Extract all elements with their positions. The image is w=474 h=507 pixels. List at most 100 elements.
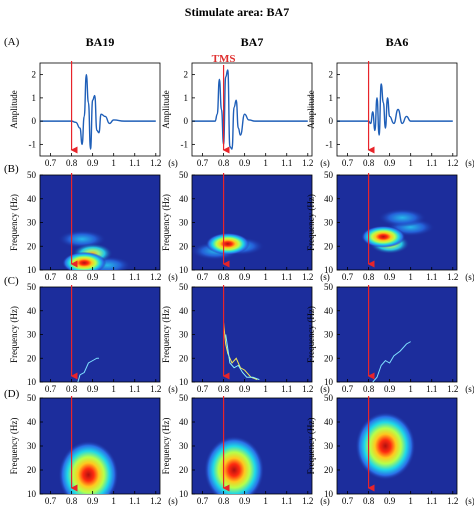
y-tick-label: 0 [329, 116, 334, 126]
y-tick-label: 30 [324, 218, 334, 228]
x-unit-label: (s) [168, 384, 178, 394]
plot-frame [39, 286, 161, 383]
x-tick-label: 1 [111, 272, 116, 282]
y-axis-label: Frequency (Hz) [161, 418, 171, 475]
y-tick-label: 2 [329, 70, 334, 80]
y-tick-label: 50 [27, 282, 37, 292]
x-tick-label: 0.7 [197, 158, 209, 168]
y-tick-label: 30 [324, 441, 334, 451]
x-unit-label: (s) [168, 496, 178, 506]
y-tick-label: 30 [324, 330, 334, 340]
x-tick-label: 1 [408, 496, 413, 506]
x-tick-label: 1.2 [150, 496, 161, 506]
x-tick-label: 1.2 [447, 384, 458, 394]
x-tick-label: 1.1 [129, 158, 140, 168]
y-axis-label: Amplitude [306, 90, 316, 129]
y-tick-label: 20 [27, 241, 37, 251]
x-unit-label: (s) [320, 384, 330, 394]
frequency-trajectory [225, 334, 260, 381]
y-axis-label: Frequency (Hz) [306, 306, 316, 363]
y-tick-label: 30 [27, 441, 37, 451]
x-tick-label: 0.8 [218, 158, 230, 168]
y-tick-label: 10 [324, 489, 334, 499]
trajectory-panel: 50 40 30 20 10 Frequency (Hz) 0.7 0.8 0.9 1 1.1 1.2… [306, 282, 474, 394]
frequency-trajectory [223, 322, 258, 381]
y-axis-label: Frequency (Hz) [306, 194, 316, 251]
x-tick-label: 1 [263, 272, 268, 282]
x-tick-label: 1 [111, 496, 116, 506]
x-unit-label: (s) [465, 384, 474, 394]
panel-label: (A) [4, 36, 20, 48]
x-tick-label: 0.7 [342, 384, 354, 394]
x-tick-label: 0.7 [342, 496, 354, 506]
amplitude-panel: 2 1 0 -1 Amplitude 0.7 0.8 0.9 1 1.1 1.2 (s) [161, 62, 330, 168]
x-tick-label: 0.8 [363, 496, 375, 506]
y-tick-label: 50 [324, 393, 334, 403]
plot-frame [39, 62, 161, 157]
x-tick-label: 1 [111, 384, 116, 394]
power-blob [58, 440, 119, 494]
amplitude-panel: 2 1 0 -1 Amplitude 0.7 0.8 0.9 1 1.1 1.2 (s) [9, 61, 178, 168]
x-tick-label: 0.9 [239, 384, 251, 394]
x-tick-label: 0.8 [218, 496, 230, 506]
y-tick-label: 20 [324, 241, 334, 251]
power-blob [378, 208, 427, 227]
y-tick-label: 10 [324, 377, 334, 387]
column-header: BA6 [386, 35, 409, 49]
y-axis-label: Frequency (Hz) [306, 418, 316, 475]
y-tick-label: 30 [179, 330, 189, 340]
x-tick-label: 1.2 [150, 384, 161, 394]
panel-label: (C) [4, 275, 19, 287]
column-headers: BA19 BA7 BA6 TMS [86, 35, 409, 65]
trajectory-panel: 50 40 30 20 10 Frequency (Hz) 0.7 0.8 0.9 1 1.1 1.2… [9, 282, 178, 394]
plot-frame [336, 286, 458, 383]
x-tick-label: 1.2 [302, 272, 313, 282]
x-tick-label: 0.9 [87, 496, 99, 506]
x-tick-label: 0.9 [384, 272, 396, 282]
x-tick-label: 1.1 [426, 496, 437, 506]
spectrogram-panel: 50 40 30 20 10 Frequency (Hz) 0.7 0.8 0.9 1 1.1 1.2… [9, 393, 178, 506]
x-tick-label: 0.8 [66, 272, 78, 282]
frequency-trajectory [372, 341, 411, 383]
y-tick-label: 40 [324, 417, 334, 427]
amplitude-trace [192, 69, 308, 150]
y-axis-label: Frequency (Hz) [9, 306, 19, 363]
y-tick-label: 30 [179, 218, 189, 228]
x-tick-label: 1.1 [426, 272, 437, 282]
x-tick-label: 0.9 [87, 272, 99, 282]
x-tick-label: 0.9 [239, 496, 251, 506]
x-tick-label: 0.7 [45, 158, 57, 168]
x-tick-label: 0.8 [66, 158, 78, 168]
x-tick-label: 1.1 [129, 384, 140, 394]
x-tick-label: 0.9 [384, 384, 396, 394]
y-tick-label: 2 [32, 70, 37, 80]
spectrogram-panel: 50 40 30 20 10 Frequency (Hz) 0.7 0.8 0.9 1 1.1 1.2… [9, 170, 178, 282]
x-tick-label: 0.7 [197, 384, 209, 394]
x-tick-label: 0.9 [384, 158, 396, 168]
spectrogram-panel: 50 40 30 20 10 Frequency (Hz) 0.7 0.8 0.9 1 1.1 1.2… [306, 393, 474, 506]
y-tick-label: 30 [27, 330, 37, 340]
x-tick-label: 0.9 [87, 158, 99, 168]
y-tick-label: 20 [27, 353, 37, 363]
x-tick-label: 1 [408, 384, 413, 394]
y-tick-label: 10 [324, 265, 334, 275]
y-axis-label: Frequency (Hz) [161, 194, 171, 251]
x-tick-label: 0.7 [45, 384, 57, 394]
x-unit-label: (s) [465, 496, 474, 506]
y-tick-label: 1 [329, 93, 334, 103]
x-tick-label: 1.2 [302, 496, 313, 506]
x-tick-label: 0.8 [363, 272, 375, 282]
y-tick-label: 20 [179, 241, 189, 251]
spectrogram-content [204, 436, 265, 494]
y-tick-label: 40 [179, 194, 189, 204]
y-tick-label: -1 [181, 139, 189, 149]
x-tick-label: 1.2 [150, 272, 161, 282]
x-unit-label: (s) [465, 272, 474, 282]
panel-labels: (A) (B) (C) (D) [4, 36, 20, 400]
amplitude-panel: 2 1 0 -1 Amplitude 0.7 0.8 0.9 1 1.1 1.2 (s) [306, 61, 474, 168]
x-tick-label: 1 [263, 158, 268, 168]
x-tick-label: 0.8 [66, 496, 78, 506]
y-tick-label: 40 [324, 306, 334, 316]
power-blob [62, 251, 107, 270]
